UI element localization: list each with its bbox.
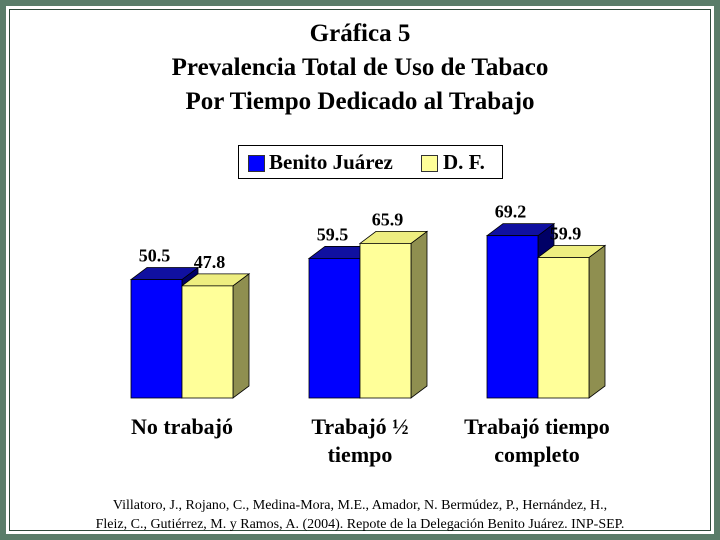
chart-title-line-2: Prevalencia Total de Uso de Tabaco xyxy=(171,54,549,81)
legend-swatch-benito-juarez xyxy=(248,155,265,172)
category-label-tiempo-completo: Trabajó tiempo completo xyxy=(437,413,637,469)
value-label-s2-c2: 65.9 xyxy=(372,209,404,229)
legend-label-benito-juarez: Benito Juárez xyxy=(269,150,393,174)
bar-side-s2-c3 xyxy=(588,244,606,399)
legend-label-df: D. F. xyxy=(443,150,485,174)
category-label-line: No trabajó xyxy=(130,414,234,439)
category-label-line: tiempo xyxy=(327,442,393,467)
legend-swatch-df xyxy=(421,155,438,172)
value-label-s1-c1: 50.5 xyxy=(139,246,171,266)
bar-s2-c2 xyxy=(359,242,412,399)
value-label-s2-c3: 59.9 xyxy=(550,223,582,243)
bar-s2-c3 xyxy=(537,257,590,399)
bar-s2-c1 xyxy=(181,285,234,399)
bar-s1-c2 xyxy=(308,258,361,399)
bar-side-s2-c1 xyxy=(232,273,250,399)
bar-s1-c3 xyxy=(486,235,539,399)
bar-s1-c1 xyxy=(130,279,183,399)
bar-side-s2-c2 xyxy=(410,230,428,399)
value-label-s1-c2: 59.5 xyxy=(317,224,349,244)
category-label-medio-tiempo: Trabajó ½ tiempo xyxy=(260,413,460,469)
source-citation-line-2: Fleiz, C., Gutiérrez, M. y Ramos, A. (20… xyxy=(95,517,625,532)
category-label-line: Trabajó ½ xyxy=(311,414,409,439)
slide-inner-border xyxy=(9,9,711,531)
category-label-line: completo xyxy=(494,442,580,467)
source-citation-line-1: Villatoro, J., Rojano, C., Medina-Mora, … xyxy=(112,498,608,513)
category-label-no-trabajo: No trabajó xyxy=(82,413,282,441)
chart-title-line-3: Por Tiempo Dedicado al Trabajo xyxy=(185,88,535,115)
category-label-line: Trabajó tiempo xyxy=(464,414,610,439)
value-label-s2-c1: 47.8 xyxy=(194,252,226,272)
chart-legend: Benito Juárez D. F. xyxy=(238,145,503,179)
value-label-s1-c3: 69.2 xyxy=(495,202,527,222)
chart-title-line-1: Gráfica 5 xyxy=(309,20,411,47)
